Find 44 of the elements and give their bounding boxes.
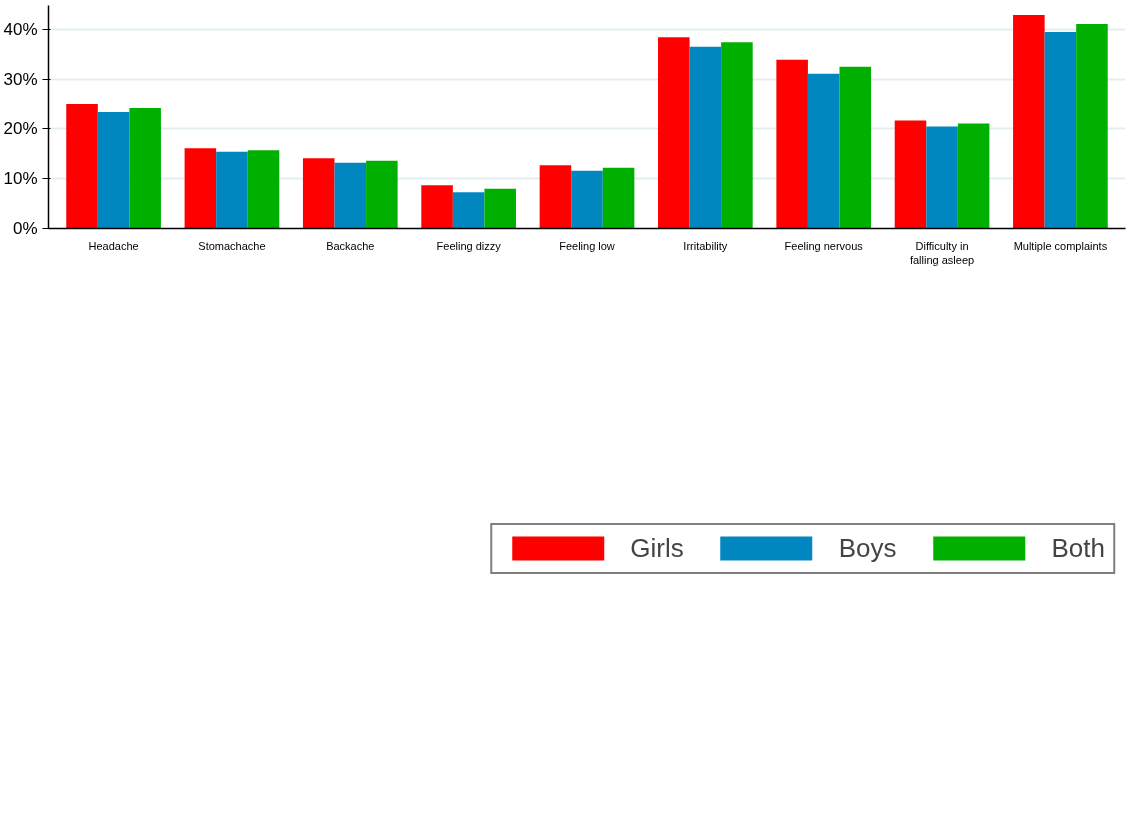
y-tick-label: 0% xyxy=(12,219,38,238)
legend-label: Both xyxy=(1051,532,1105,564)
bar xyxy=(1013,14,1045,229)
bar xyxy=(302,158,335,229)
bar xyxy=(216,151,248,229)
bar xyxy=(602,167,635,229)
x-tick-label: Difficulty in falling asleep xyxy=(909,239,975,266)
bar xyxy=(1076,23,1108,229)
bar xyxy=(926,126,958,229)
legend-label: Boys xyxy=(838,532,897,564)
y-tick-label: 30% xyxy=(3,69,38,89)
bar xyxy=(129,108,161,229)
bar xyxy=(97,112,130,229)
x-tick-label: Feeling low xyxy=(559,239,615,252)
bar xyxy=(421,185,453,229)
x-tick-label: Irritability xyxy=(683,239,728,252)
bar xyxy=(839,66,872,229)
bar xyxy=(539,165,572,229)
bar xyxy=(1044,31,1077,229)
bar xyxy=(66,104,98,229)
y-tick-label: 40% xyxy=(3,19,38,39)
y-tick-label: 10% xyxy=(3,169,38,189)
bar xyxy=(184,148,217,229)
bar xyxy=(484,188,516,229)
y-tick-label: 20% xyxy=(3,119,38,139)
x-tick-label: Backache xyxy=(326,239,375,252)
x-tick-label: Feeling nervous xyxy=(784,239,864,252)
x-tick-label: Headache xyxy=(88,239,139,252)
bar xyxy=(689,46,722,229)
bar xyxy=(366,160,398,229)
legend-label: Girls xyxy=(630,532,684,564)
bar xyxy=(807,73,840,229)
bar xyxy=(334,162,367,229)
x-tick-label: Feeling dizzy xyxy=(436,239,502,252)
bar xyxy=(894,120,927,229)
bar xyxy=(247,150,280,229)
bar xyxy=(776,59,808,229)
x-tick-label: Stomachache xyxy=(198,239,266,252)
x-tick-label: Multiple complaints xyxy=(1013,239,1108,252)
bar xyxy=(452,192,485,229)
bar xyxy=(957,123,990,229)
bar xyxy=(658,37,690,229)
bar xyxy=(571,170,603,229)
bar xyxy=(721,42,753,229)
